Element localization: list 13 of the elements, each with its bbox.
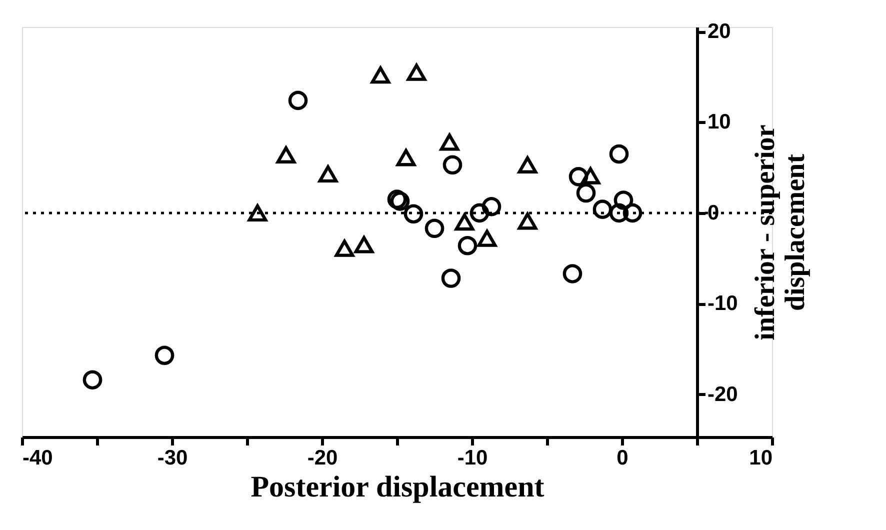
x-tick-label: -20 (307, 446, 338, 470)
x-tick-label: 10 (749, 446, 772, 470)
y-tick-label: -10 (708, 292, 738, 316)
x-axis-title: Posterior displacement (250, 470, 544, 504)
y-axis-title: inferior - superior displacement (750, 124, 811, 340)
y-tick-label: 20 (708, 20, 731, 44)
y-tick-label: 0 (708, 201, 720, 224)
x-tick-label: 0 (616, 446, 628, 470)
y-tick-label: 10 (708, 110, 731, 134)
x-tick-label: -10 (457, 446, 488, 470)
y-tick-label: -20 (708, 382, 738, 406)
x-tick-label: -40 (22, 446, 53, 470)
x-tick-label: -30 (157, 446, 188, 470)
